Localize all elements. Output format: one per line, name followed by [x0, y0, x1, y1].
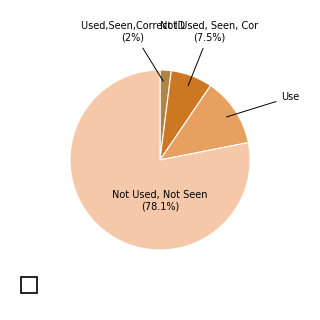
Text: Use: Use — [227, 92, 300, 117]
Wedge shape — [70, 70, 250, 250]
Wedge shape — [160, 71, 211, 160]
Text: Not Used, Not Seen
(78.1%): Not Used, Not Seen (78.1%) — [112, 190, 208, 211]
Text: Used,Seen,Correct ID
(2%): Used,Seen,Correct ID (2%) — [81, 21, 185, 81]
Wedge shape — [160, 85, 248, 160]
Bar — [20, 277, 37, 293]
Wedge shape — [160, 70, 171, 160]
Text: Not Used, Seen, Cor
(7.5%): Not Used, Seen, Cor (7.5%) — [160, 21, 259, 86]
